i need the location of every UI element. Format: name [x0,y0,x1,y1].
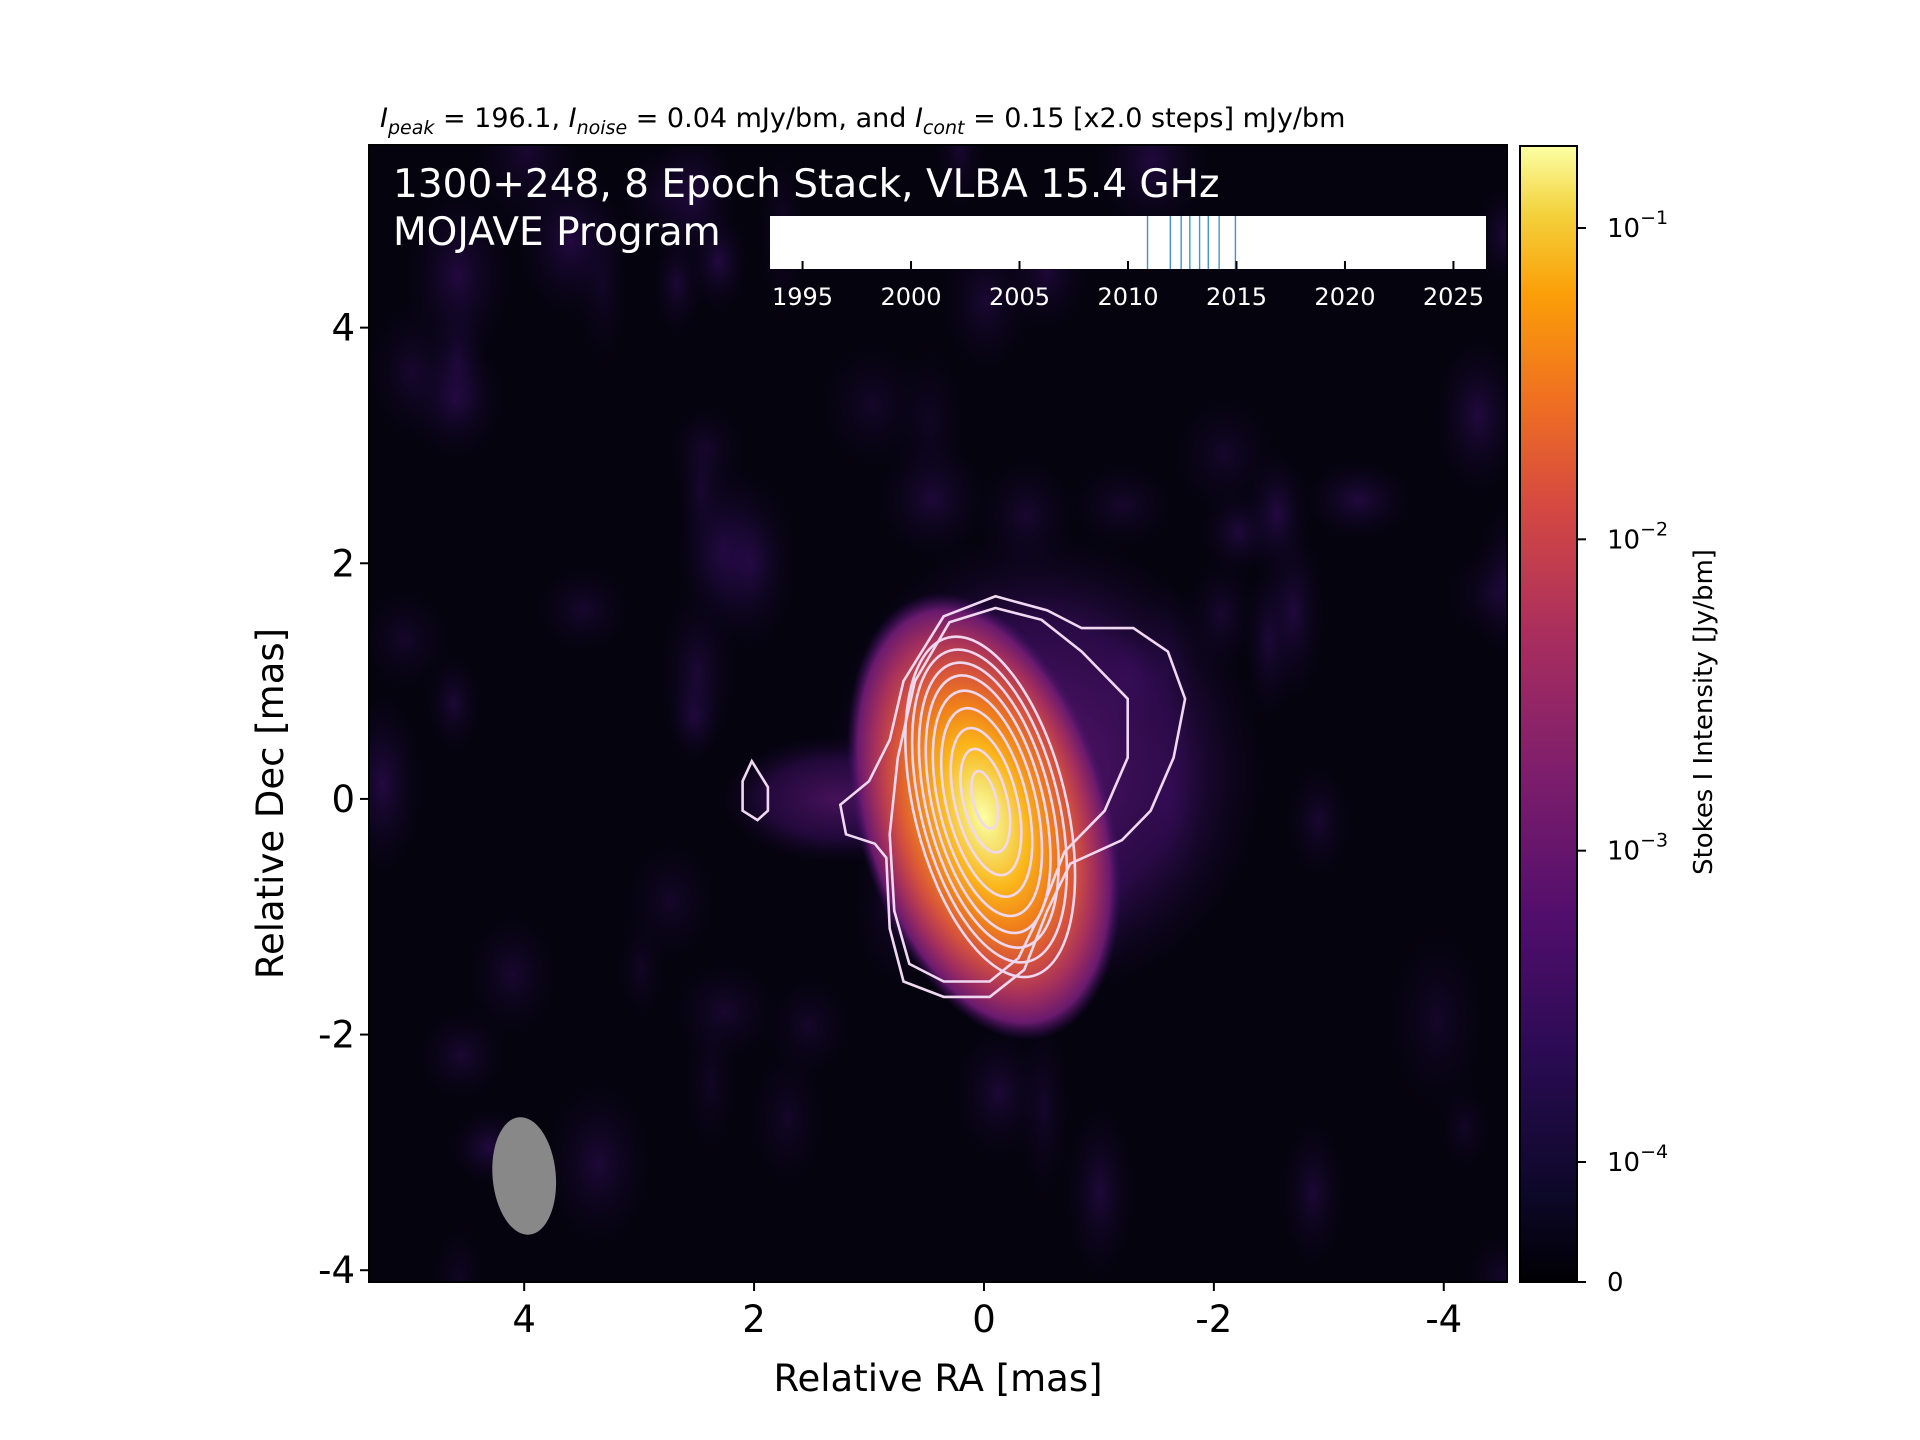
noise-blob [1062,1099,1137,1282]
colorbar-tick-label: 10−2 [1607,518,1668,555]
colorbar-gradient [1519,145,1578,1283]
contour-level-3 [910,648,1069,964]
y-tick-label: 4 [331,307,355,350]
y-tick-label: -4 [318,1249,355,1292]
noise-blob [1462,1229,1507,1282]
timeline-tick-label: 2020 [1314,283,1375,311]
chart-title: 1300+248, 8 Epoch Stack, VLBA 15.4 GHz [393,162,1219,207]
noise-blob [656,580,738,766]
timeline-box [770,216,1486,269]
contour-level-5 [924,674,1052,935]
x-tick-label: -2 [1195,1298,1232,1341]
noise-blob [1278,1114,1348,1273]
y-axis-label: Relative Dec [mas] [249,628,292,979]
contour-level-0 [838,594,1187,999]
noise-blob [1301,457,1415,543]
x-tick-label: 0 [972,1298,996,1341]
noise-blob [1283,758,1354,883]
colorbar-tick-label: 0 [1607,1268,1624,1298]
noise-blob [1432,332,1507,500]
y-axis: 4 2 0 -2 -4 [318,307,369,1292]
noise-blob [950,1021,1047,1165]
noise-blob [661,401,754,494]
timeline-tick-label: 2000 [880,283,941,311]
y-tick-label: -2 [318,1014,355,1057]
chart-header: Ipeak = 196.1, Inoise = 0.04 mJy/bm, and… [380,103,1345,139]
colorbar-tick-label: 10−1 [1607,207,1668,244]
epoch-timeline-inset: 1995 2000 2005 2010 2015 2020 2025 [770,216,1486,311]
noise-blob [369,297,460,446]
noise-blob [892,336,969,507]
noise-blob [541,1075,656,1252]
noise-blob [424,650,484,757]
colorbar-tick-label: 10−3 [1607,830,1668,867]
noise-blob [763,971,855,1082]
colorbar: 10−1 10−2 10−3 10−4 0 Stokes I Intensity [Jy… [1519,145,1719,1298]
contour-isolated [741,758,770,822]
contour-level-8 [949,726,1023,877]
noise-blob [369,686,425,882]
timeline-tick-label: 1995 [772,283,833,311]
colorbar-label: Stokes I Intensity [Jy/bm] [1689,549,1719,875]
noise-blob [620,835,722,967]
x-tick-label: 2 [742,1298,766,1341]
timeline-tick-label: 2005 [989,283,1050,311]
x-tick-label: 4 [512,1298,536,1341]
noise-blob [1066,458,1179,553]
timeline-tick-label: 2015 [1206,283,1267,311]
timeline-tick-label: 2025 [1423,283,1484,311]
noise-blob [429,1216,489,1282]
contour-set [741,594,1187,999]
noise-blob [1438,542,1507,646]
contour-level-1 [888,606,1129,983]
noise-blob [531,561,635,658]
contour-level-7 [939,706,1034,899]
image-frame [368,144,1508,1283]
chart-subtitle: MOJAVE Program [393,210,721,255]
y-tick-label: 2 [331,542,355,585]
x-axis-label: Relative RA [mas] [773,1357,1102,1400]
beam-ellipse [492,1117,557,1235]
x-tick-label: -4 [1425,1298,1462,1341]
noise-blob [513,160,628,322]
contour-level-4 [917,661,1060,949]
noise-blob [369,583,454,696]
image-axes: 1300+248, 8 Epoch Stack, VLBA 15.4 GHz M… [368,144,1508,1283]
noise-blob [1384,921,1491,1119]
contour-level-10 [970,769,1000,830]
noise-blob [649,145,738,272]
noise-blob [414,1007,510,1104]
y-tick-label: 0 [331,778,355,821]
noise-blob [463,908,562,1041]
noise-blob [1260,518,1327,707]
noise-blob [932,145,988,217]
noise-blob [1092,145,1213,240]
timeline-tick-label: 2010 [1097,283,1158,311]
colorbar-tick-label: 10−4 [1607,1141,1668,1178]
colorbar-ticks: 10−1 10−2 10−3 10−4 0 [1577,207,1668,1298]
contour-level-2 [904,635,1077,979]
contour-level-6 [931,689,1044,918]
x-axis: 4 2 0 -2 -4 [512,1282,1462,1341]
contour-level-9 [959,747,1012,854]
noise-blob [681,1005,740,1161]
